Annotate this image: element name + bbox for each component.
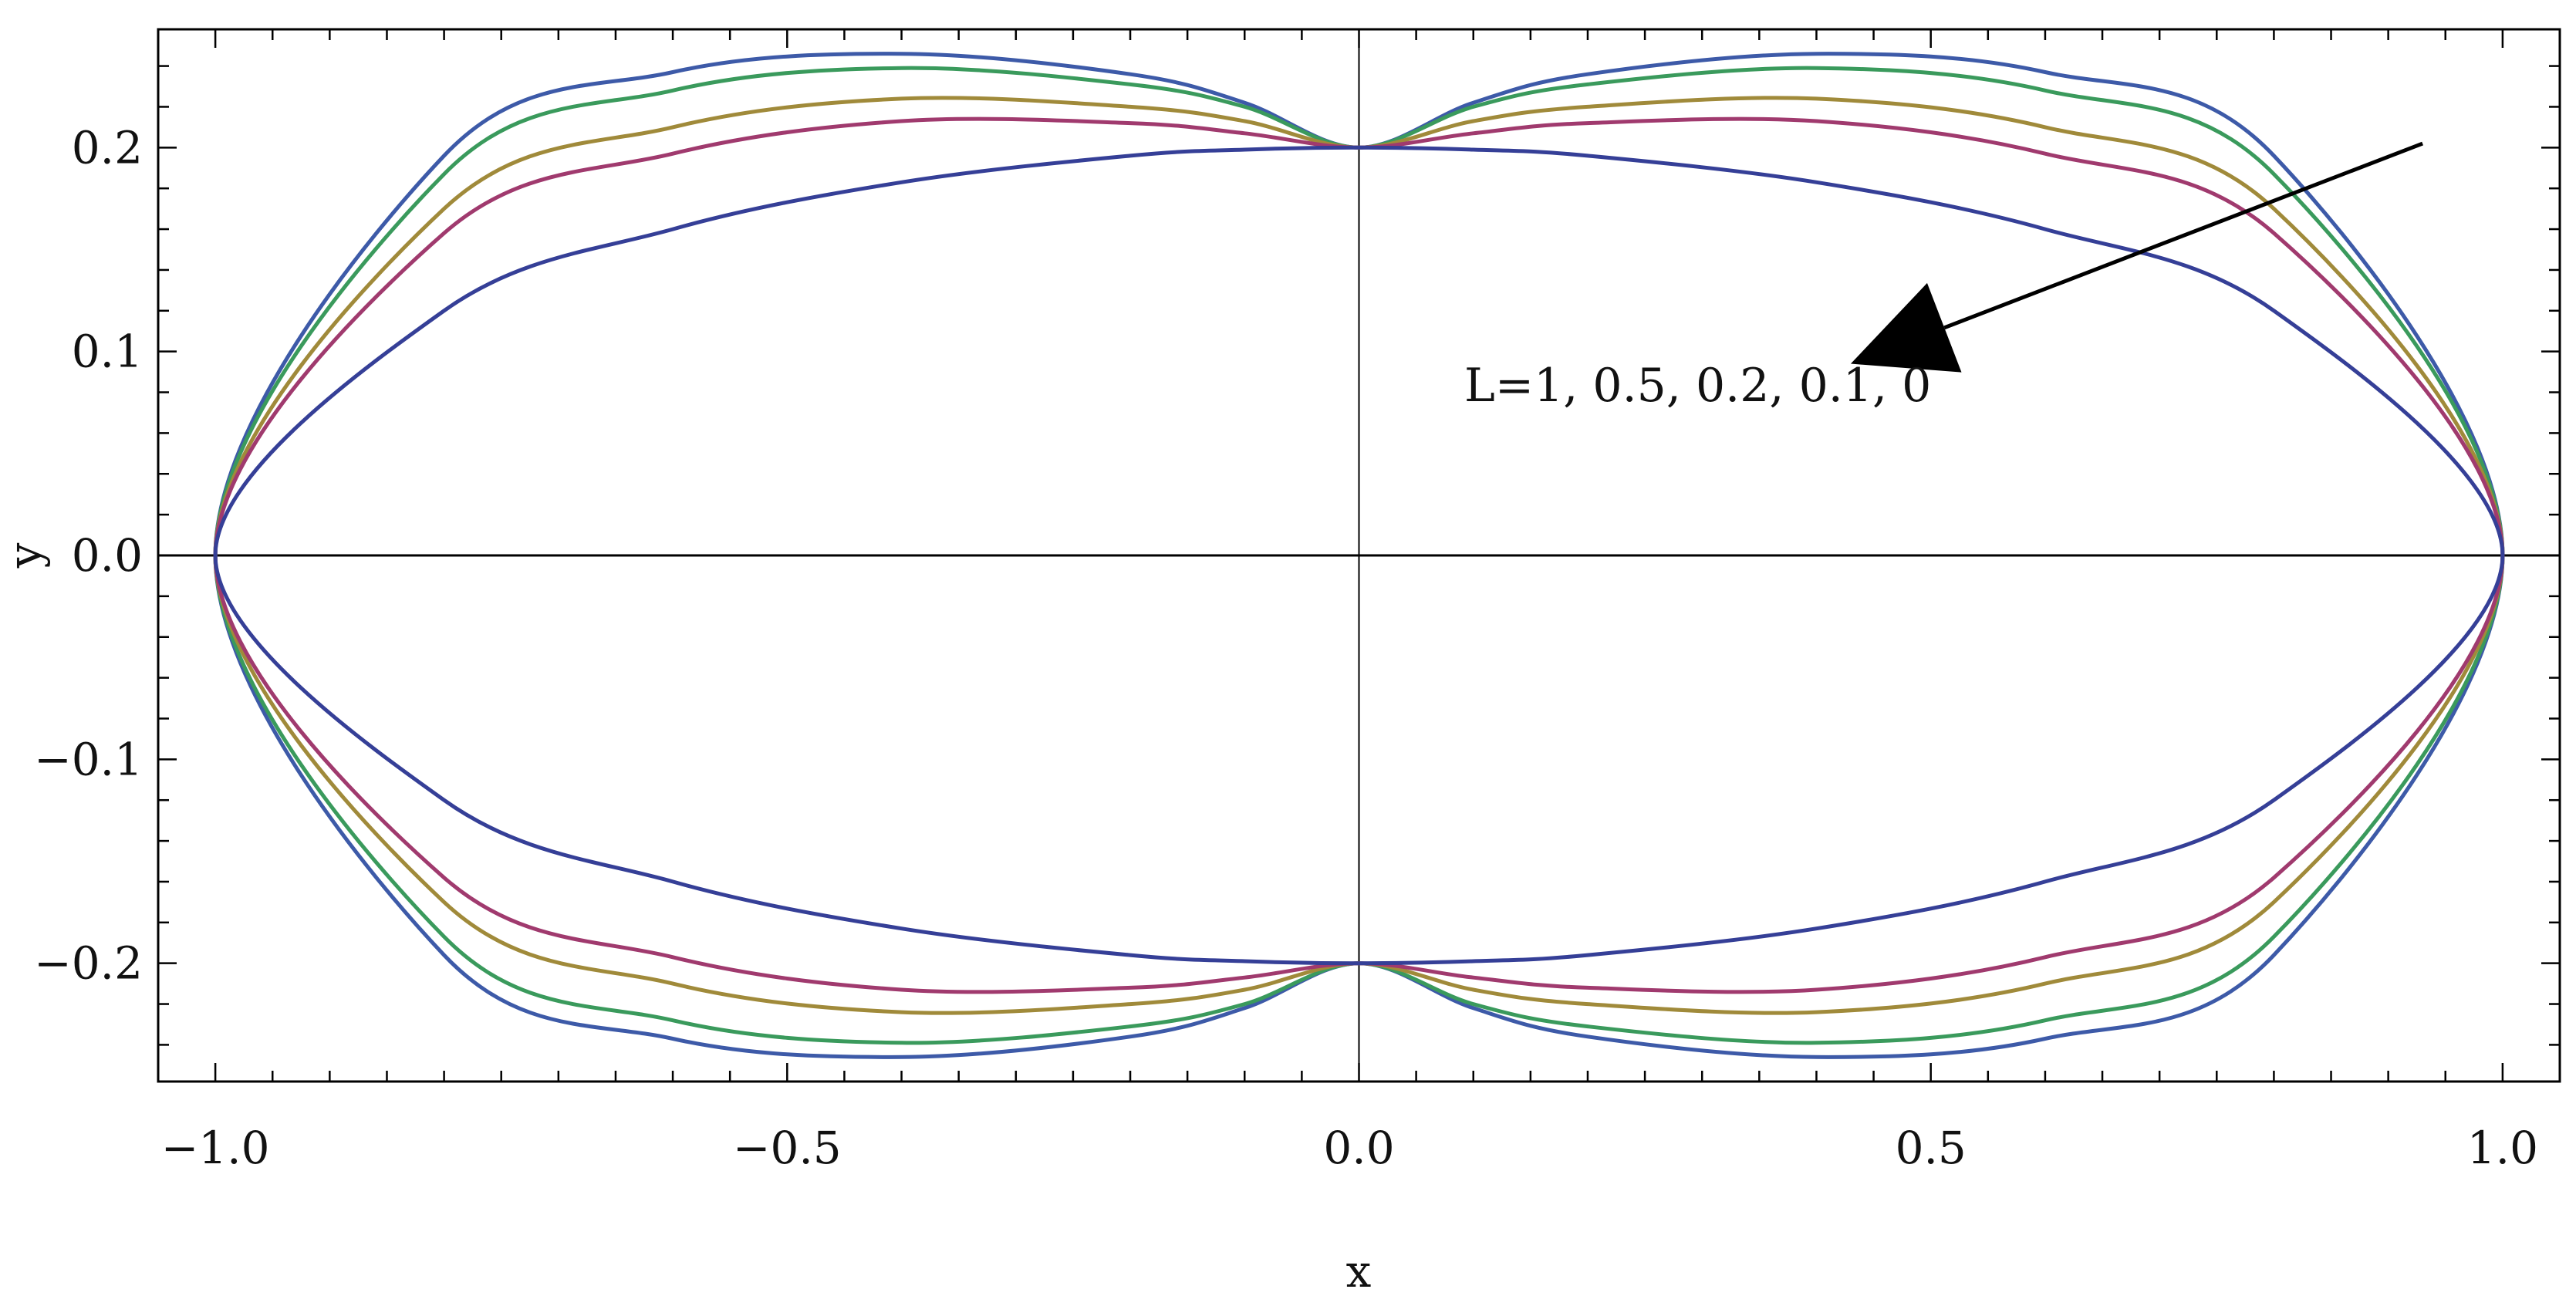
annotation: L=1, 0.5, 0.2, 0.1, 0 <box>1464 141 2424 413</box>
x-tick-label: −0.5 <box>733 1122 842 1174</box>
annotation-arrow-line <box>1943 141 2424 330</box>
y-axis-title: y <box>0 542 51 569</box>
zero-axes <box>158 29 2560 1082</box>
series-curve-5 <box>213 145 2505 966</box>
x-tick-label: 1.0 <box>2467 1122 2538 1174</box>
series-group <box>213 52 2505 1059</box>
y-tick-label: −0.1 <box>34 733 143 785</box>
y-tick-label: 0.2 <box>72 121 143 174</box>
x-tick-label: −1.0 <box>161 1122 270 1174</box>
axis-ticks <box>158 29 2560 1082</box>
x-axis-title: x <box>1346 1245 1372 1298</box>
x-tick-label: 0.0 <box>1323 1122 1394 1174</box>
x-tick-label: 0.5 <box>1896 1122 1967 1174</box>
tick-labels: −1.0 −0.5 0.0 0.5 1.0 −0.2 −0.1 0.0 0.1 0.2 <box>34 121 2538 1174</box>
y-tick-label: 0.0 <box>72 529 143 582</box>
annotation-arrow-head <box>1850 282 1962 373</box>
annotation-label: L=1, 0.5, 0.2, 0.1, 0 <box>1464 359 1931 413</box>
y-tick-label: −0.2 <box>34 937 143 990</box>
y-tick-label: 0.1 <box>72 326 143 378</box>
